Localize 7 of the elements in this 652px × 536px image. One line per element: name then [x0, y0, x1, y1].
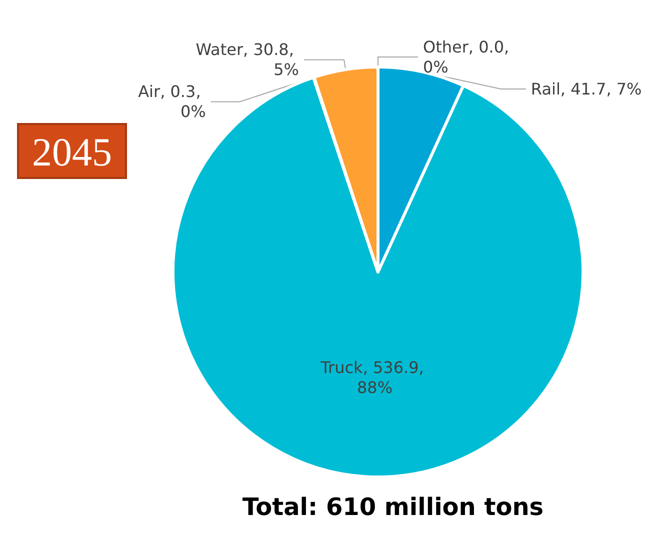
slice-label: Water, 30.8, 5% [196, 40, 300, 80]
slice-label: Truck, 536.9, 88% [320, 358, 424, 397]
slice-label: Air, 0.3, 0% [138, 82, 206, 122]
slice-label: Rail, 41.7, 7% [530, 80, 642, 98]
text: 2045 [32, 130, 112, 174]
text: Total: 610 million tons [242, 493, 544, 521]
legend-label: Other, 0.0, 0% [423, 38, 514, 76]
